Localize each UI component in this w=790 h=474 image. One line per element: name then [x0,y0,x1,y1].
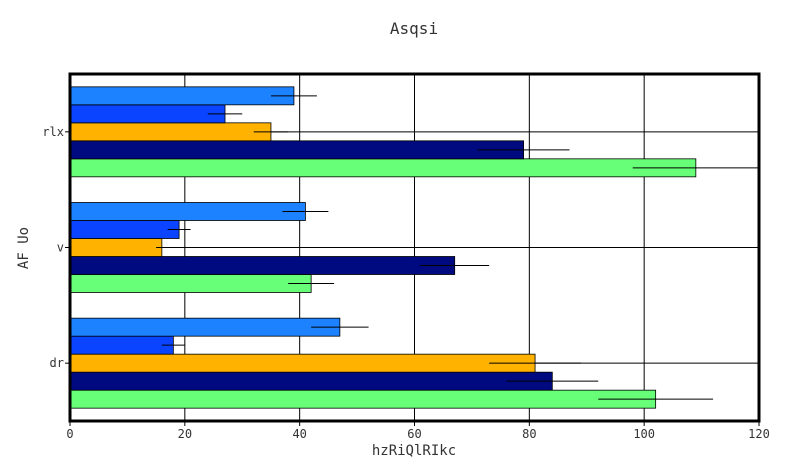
chart-title: Asqsi [390,19,438,38]
bar [69,389,657,409]
bar [69,256,456,275]
bar [69,202,306,221]
x-tick-label: 80 [522,427,536,441]
x-tick-label: 120 [748,427,770,441]
plot-frame [68,72,761,423]
y-tick-label: v [57,241,64,255]
bar [69,371,553,391]
plot-area: 0 20 40 60 80 100 120 dr v rlx [42,72,770,441]
bar [69,104,226,124]
bar [69,335,174,355]
x-tick-label: 60 [407,427,421,441]
bar [69,317,341,337]
y-axis-label: AF Uo [16,227,32,269]
bar [69,353,536,373]
x-tick-label: 0 [66,427,73,441]
bar [69,86,295,106]
y-tick-label: dr [50,356,64,370]
bar [69,122,272,142]
bar [69,140,524,160]
x-axis-label: hzRiQlRIkc [372,443,456,459]
y-tick-label: rlx [42,125,64,139]
bar [69,158,697,178]
bar [69,274,312,293]
bar [69,220,180,239]
x-tick-label: 20 [178,427,192,441]
bar [69,238,163,257]
x-tick-label: 100 [633,427,655,441]
x-tick-label: 40 [292,427,306,441]
